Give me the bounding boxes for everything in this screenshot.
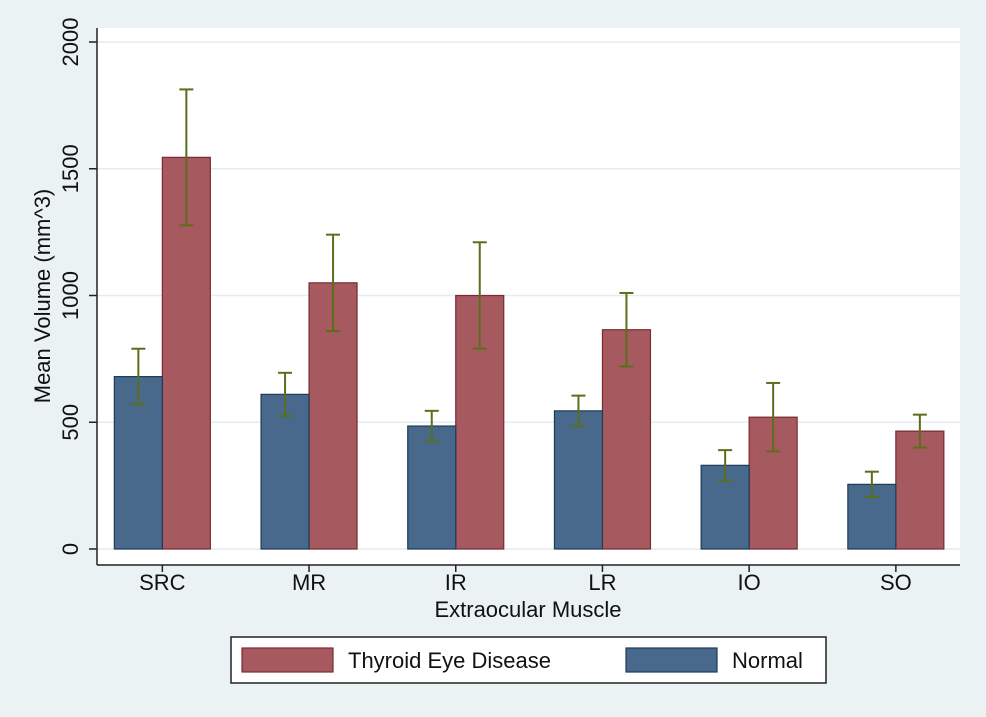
legend-swatch	[625, 647, 718, 673]
y-tick-label: 500	[58, 404, 83, 441]
legend-label: Normal	[732, 648, 803, 673]
x-tick-label: IO	[738, 570, 761, 595]
y-tick-label: 1000	[58, 271, 83, 320]
bar	[895, 430, 945, 550]
bar	[601, 329, 652, 550]
x-tick-label: LR	[588, 570, 616, 595]
bar	[407, 425, 457, 550]
x-tick-label: SO	[880, 570, 912, 595]
grid	[97, 41, 960, 550]
y-tick-label: 2000	[58, 18, 83, 67]
y-axis-title: Mean Volume (mm^3)	[30, 189, 55, 404]
x-tick-label: IR	[445, 570, 467, 595]
y-tick-label: 0	[58, 543, 83, 555]
bar	[260, 393, 310, 550]
bar	[455, 294, 505, 550]
y-tick-label: 1500	[58, 144, 83, 193]
bars	[113, 88, 945, 550]
x-tick-label: SRC	[139, 570, 186, 595]
legend-items: Thyroid Eye Disease Normal	[241, 647, 803, 673]
x-tick-label: MR	[292, 570, 326, 595]
legend-label: Thyroid Eye Disease	[348, 648, 551, 673]
plot-area	[97, 28, 960, 565]
legend-swatch	[241, 647, 334, 673]
x-axis-title: Extraocular Muscle	[434, 597, 621, 622]
bar	[553, 410, 604, 550]
